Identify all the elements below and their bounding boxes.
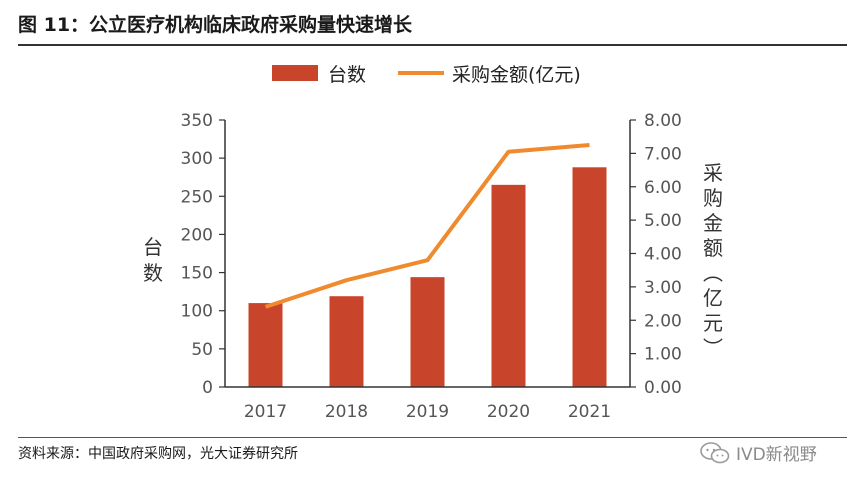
x-tick-label: 2017 — [244, 402, 287, 422]
watermark: IVD新视野 — [700, 440, 817, 465]
left-axis: 0 50 100 150 200 250 300 350 台数 — [143, 111, 226, 398]
x-tick-label: 2020 — [487, 402, 530, 422]
bar-2020 — [491, 184, 526, 387]
right-tick-label: 2.00 — [644, 311, 682, 331]
left-axis-title: 台数 — [143, 235, 163, 285]
right-tick-label: 0.00 — [644, 378, 682, 398]
legend: 台数 采购金额(亿元) — [272, 64, 581, 86]
right-tick-label: 4.00 — [644, 245, 682, 265]
left-tick-label: 250 — [181, 187, 213, 207]
left-tick-label: 150 — [181, 264, 213, 284]
bar-2019 — [410, 277, 445, 387]
legend-label-bar: 台数 — [328, 64, 366, 86]
legend-swatch-bar — [272, 65, 318, 81]
right-tick-label: 8.00 — [644, 111, 682, 131]
left-tick-label: 200 — [181, 225, 213, 245]
x-tick-label: 2018 — [325, 402, 368, 422]
left-tick-label: 0 — [202, 378, 213, 398]
chart-title: 图 11：公立医疗机构临床政府采购量快速增长 — [18, 14, 413, 36]
left-tick-label: 100 — [181, 302, 213, 322]
wechat-icon — [700, 441, 730, 463]
right-axis-title: 采购金额︵亿元︶ — [703, 161, 723, 360]
footer-divider — [18, 437, 847, 438]
right-tick-label: 6.00 — [644, 178, 682, 198]
x-tick-label: 2019 — [406, 402, 449, 422]
source-note: 资料来源：中国政府采购网，光大证券研究所 — [18, 446, 298, 462]
x-tick-label: 2021 — [568, 402, 611, 422]
bar-2018 — [329, 296, 364, 387]
line-series — [264, 143, 590, 309]
bar-2021 — [572, 167, 607, 387]
left-tick-label: 350 — [181, 111, 213, 131]
title-divider — [18, 44, 847, 46]
bar-2017 — [248, 303, 283, 387]
legend-label-line: 采购金额(亿元) — [452, 64, 581, 86]
right-axis: 0.00 1.00 2.00 3.00 4.00 5.00 6.00 7.00 8.00 采购金额… — [629, 111, 723, 398]
left-tick-label: 50 — [191, 340, 213, 360]
right-tick-label: 5.00 — [644, 211, 682, 231]
right-tick-label: 1.00 — [644, 345, 682, 365]
right-tick-label: 3.00 — [644, 278, 682, 298]
bar-series — [248, 167, 607, 387]
watermark-text: IVD新视野 — [736, 445, 817, 465]
x-axis: 2017 2018 2019 2020 2021 — [225, 386, 630, 422]
right-tick-label: 7.00 — [644, 144, 682, 164]
left-tick-label: 300 — [181, 149, 213, 169]
header: 图 11：公立医疗机构临床政府采购量快速增长 — [0, 0, 865, 44]
